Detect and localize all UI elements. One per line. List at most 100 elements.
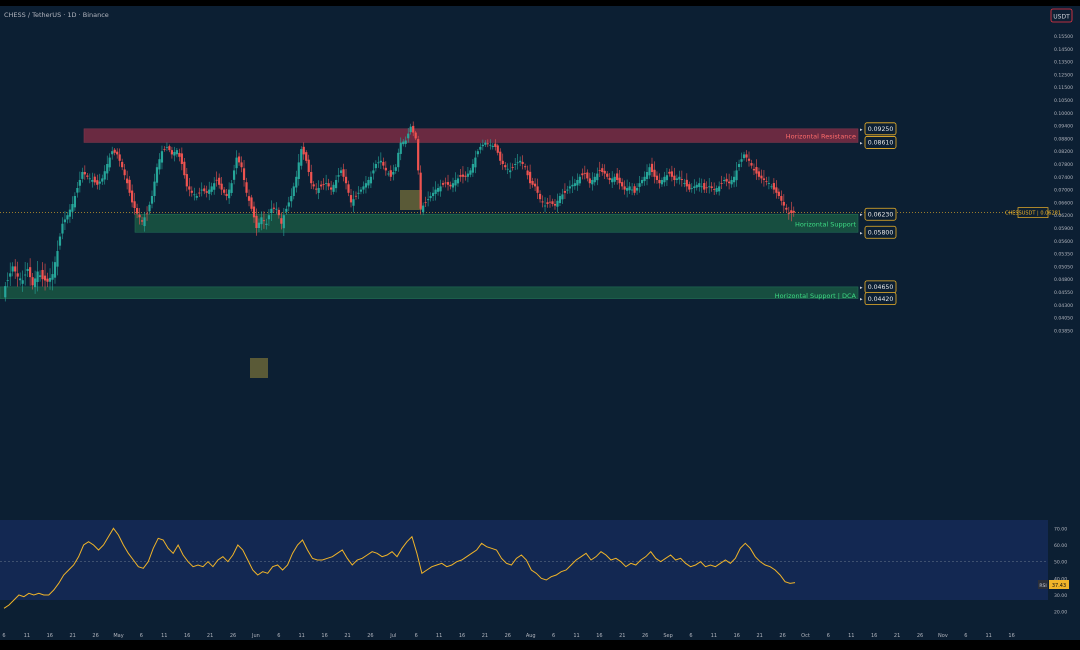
candle-body [737,164,741,168]
zone-arrow: ▸ [860,285,863,291]
candle-body [449,184,452,187]
candle-body [444,182,447,184]
price-tick-label: 0.07800 [1054,162,1073,168]
candle-body [354,195,358,197]
resistance-zone [83,128,859,143]
price-tick-label: 0.08200 [1054,149,1073,155]
candle-body [297,162,300,180]
candle-body [31,277,34,286]
candle-body [392,172,395,175]
candle-body [441,183,445,185]
candle-body [573,183,576,186]
time-tick-label: 21 [482,633,488,639]
candle-body [628,186,631,191]
candle-body [772,183,775,190]
candle-body [675,178,678,180]
candle-body [665,175,669,181]
candle-body [195,196,198,198]
current-price-value: CHESSUSDT | 0.06281 [1005,210,1061,216]
time-tick-label: 11 [848,633,854,639]
price-axis-background[interactable] [1048,6,1080,640]
time-tick-label: 6 [415,633,418,639]
candle-body [767,183,771,184]
candle-body [536,186,539,193]
candle-body [713,189,716,190]
time-tick-label: Nov [938,633,948,639]
candle-body [73,196,76,208]
candle-body [48,277,52,282]
candle-body [650,163,654,172]
price-tick-label: 0.14500 [1054,47,1073,53]
candle-body [183,161,186,176]
candle-body [46,278,49,282]
price-pane-background[interactable] [0,6,1048,512]
candle-body [334,180,338,189]
candle-body [103,171,106,180]
candle-body [232,170,236,180]
candle-body [332,184,335,192]
candle-body [750,163,753,166]
candle-body [414,132,417,139]
candle-body [88,178,91,180]
candle-body [407,133,410,139]
candle-body [150,196,154,204]
candle-body [678,176,681,180]
candle-body [695,184,698,188]
candle-body [705,187,708,189]
candle-body [757,171,761,177]
time-tick-label: 26 [367,633,373,639]
candle-body [459,175,462,177]
candle-body [173,152,176,156]
candle-body [511,167,514,168]
candle-body [541,201,544,203]
candle-body [633,186,636,193]
time-tick-label: 6 [827,633,830,639]
candle-body [720,183,723,184]
candle-body [446,182,450,185]
zone-labels-layer: Horizontal Resistance ▸ 0.09250 ▸ 0.08610 Hor… [775,122,897,306]
candle-body [479,146,482,150]
candle-body [730,180,733,185]
candle-body [51,274,54,280]
candle-body [526,170,529,176]
candle-body [588,178,591,184]
rsi-tick-label: 70.00 [1054,526,1067,532]
candle-body [277,209,280,216]
time-tick-label: 26 [917,633,923,639]
candle-body [387,173,390,175]
time-tick-label: 26 [642,633,648,639]
candle-body [673,175,676,180]
candle-body [732,176,736,183]
time-tick-label: 26 [92,633,98,639]
zone-arrow: ▸ [860,230,863,236]
candle-body [424,202,427,204]
candle-body [698,183,701,188]
candle-body [601,168,604,172]
candles-layer [4,121,795,302]
candle-body [145,213,149,215]
candle-body [218,177,221,185]
candle-body [690,188,693,189]
candle-body [302,146,305,155]
time-axis-background[interactable] [0,628,1080,640]
candle-body [265,223,268,226]
candle-body [295,176,298,188]
candle-body [486,143,489,145]
rsi-line [3,527,796,609]
zone-arrow: ▸ [860,140,863,146]
time-tick-label: Sep [663,633,672,639]
candle-body [777,191,780,196]
candle-body [113,149,116,153]
candle-body [623,186,626,190]
candle-body [203,188,206,192]
rsi-tick-label: 60.00 [1054,543,1067,549]
candle-body [653,169,656,177]
candle-body [755,167,758,174]
candle-body [153,181,156,196]
currency-button[interactable]: USDT [1050,8,1073,23]
rsi-tag-label: RSI [1039,583,1046,589]
candle-body [685,179,688,187]
candle-body [41,269,44,280]
candle-body [237,156,241,163]
